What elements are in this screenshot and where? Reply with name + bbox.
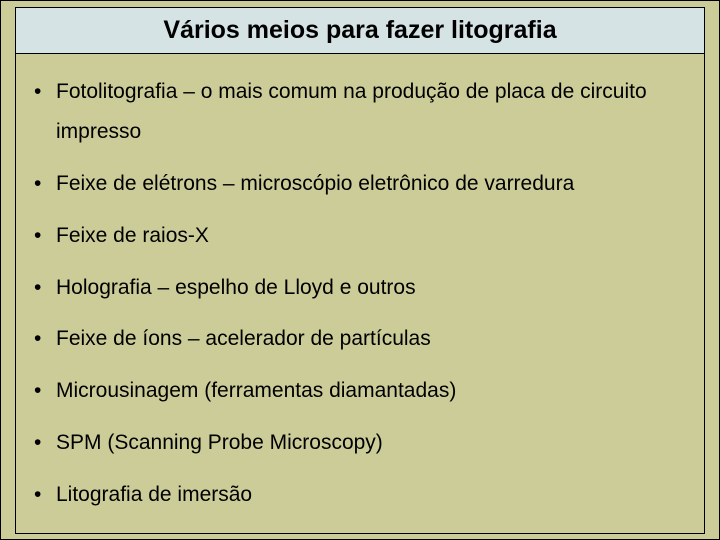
list-item: Litografia de imersão	[26, 475, 694, 515]
list-item: Microusinagem (ferramentas diamantadas)	[26, 371, 694, 411]
list-item: Feixe de raios-X	[26, 216, 694, 256]
content-box: Fotolitografia – o mais comum na produçã…	[15, 54, 705, 534]
list-item: Fotolitografia – o mais comum na produçã…	[26, 72, 694, 152]
list-item: SPM (Scanning Probe Microscopy)	[26, 423, 694, 463]
bullet-list: Fotolitografia – o mais comum na produçã…	[26, 72, 694, 515]
title-box: Vários meios para fazer litografia	[15, 7, 705, 54]
list-item: Feixe de íons – acelerador de partículas	[26, 319, 694, 359]
list-item: Feixe de elétrons – microscópio eletrôni…	[26, 164, 694, 204]
slide-container: Vários meios para fazer litografia Fotol…	[0, 0, 720, 540]
slide-title: Vários meios para fazer litografia	[20, 16, 700, 45]
list-item: Holografia – espelho de Lloyd e outros	[26, 268, 694, 308]
